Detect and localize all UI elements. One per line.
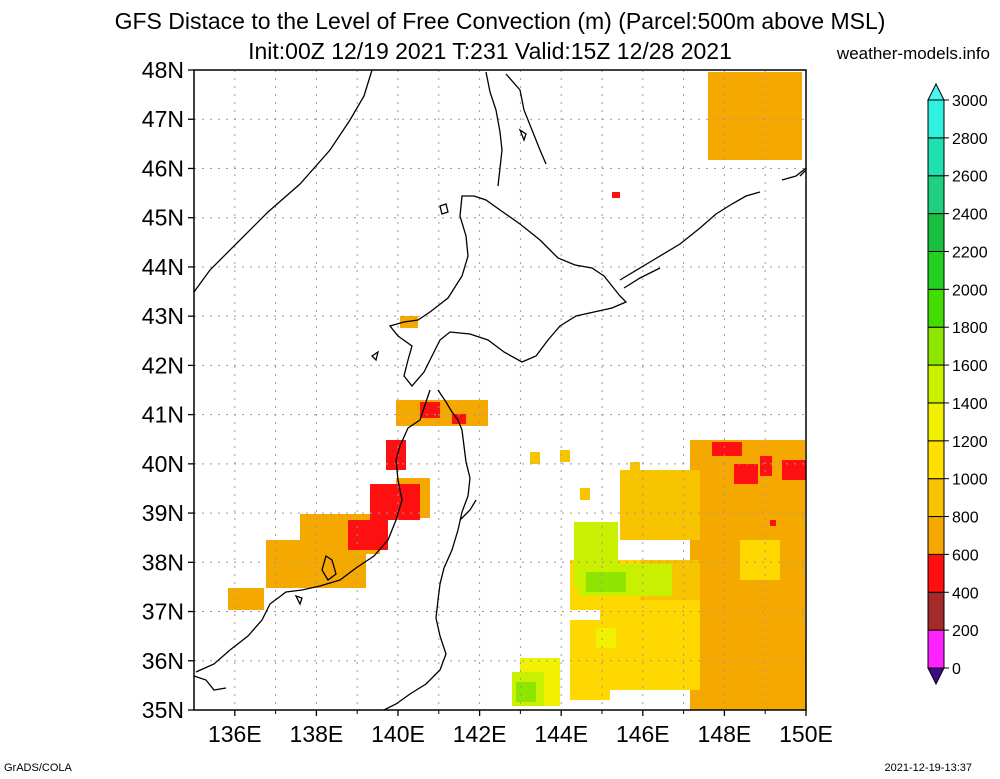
graticule bbox=[188, 69, 807, 716]
colorbar-segment bbox=[927, 137, 945, 177]
field-cell bbox=[620, 470, 700, 540]
colorbar: 0 200 400 600 800 1000 1200 1400 1600 1800 2000 220… bbox=[927, 82, 988, 686]
field-cell bbox=[708, 72, 802, 160]
colorbar-segment bbox=[927, 288, 945, 328]
lat-label: 39N bbox=[142, 500, 184, 526]
field-cell bbox=[348, 520, 388, 550]
chart-subtitle: Init:00Z 12/19 2021 T:231 Valid:15Z 12/2… bbox=[248, 38, 732, 64]
lon-label: 144E bbox=[534, 721, 588, 747]
field-cell bbox=[580, 488, 590, 500]
lat-label: 41N bbox=[142, 402, 184, 428]
lat-label: 37N bbox=[142, 599, 184, 625]
colorbar-segment bbox=[927, 440, 945, 480]
colorbar-label: 0 bbox=[952, 661, 961, 678]
chart-title: GFS Distace to the Level of Free Convect… bbox=[114, 8, 886, 34]
colorbar-segment bbox=[927, 629, 945, 669]
lat-label: 38N bbox=[142, 549, 184, 575]
field-cell bbox=[760, 456, 772, 476]
lat-label: 47N bbox=[142, 106, 184, 132]
colorbar-arrow-top bbox=[927, 82, 945, 101]
lon-label: 140E bbox=[371, 721, 425, 747]
colorbar-label: 600 bbox=[952, 547, 979, 564]
colorbar-segment bbox=[927, 99, 945, 139]
colorbar-segment bbox=[927, 175, 945, 215]
colorbar-label: 800 bbox=[952, 510, 979, 527]
field-cell bbox=[782, 460, 806, 480]
colorbar-segment bbox=[927, 478, 945, 518]
lon-label: 146E bbox=[616, 721, 670, 747]
colorbar-label: 1600 bbox=[952, 358, 988, 375]
colorbar-segment bbox=[927, 213, 945, 252]
field-cell bbox=[740, 540, 780, 580]
field-cell bbox=[596, 628, 616, 648]
field-cell bbox=[760, 640, 806, 710]
colorbar-segment bbox=[927, 591, 945, 631]
lat-label: 44N bbox=[142, 254, 184, 280]
lat-label: 46N bbox=[142, 155, 184, 181]
map-frame bbox=[193, 69, 807, 711]
field-cell bbox=[770, 520, 776, 526]
site-credit: weather-models.info bbox=[836, 44, 990, 63]
colorbar-label: 1800 bbox=[952, 320, 988, 337]
field-cell bbox=[386, 440, 406, 470]
field-cell bbox=[712, 442, 742, 456]
colorbar-label: 2000 bbox=[952, 282, 988, 299]
colorbar-label: 400 bbox=[952, 585, 979, 602]
lon-label: 148E bbox=[698, 721, 752, 747]
axis-labels: 35N 36N 37N 38N 39N 40N 41N 42N 43N 44N 45N 46N 47N 4… bbox=[142, 57, 833, 747]
field-cell bbox=[530, 452, 540, 464]
footer-timestamp: 2021-12-19-13:37 bbox=[884, 762, 972, 774]
field-cell bbox=[630, 462, 640, 474]
lat-label: 42N bbox=[142, 352, 184, 378]
lon-label: 150E bbox=[779, 721, 833, 747]
colorbar-segment bbox=[927, 364, 945, 404]
colorbar-segment bbox=[927, 402, 945, 442]
colorbar-label: 200 bbox=[952, 623, 979, 640]
colorbar-segment bbox=[927, 326, 945, 366]
colorbar-segment bbox=[927, 516, 945, 555]
field-cell bbox=[228, 588, 264, 610]
lat-label: 48N bbox=[142, 57, 184, 83]
footer-credit: GrADS/COLA bbox=[4, 762, 72, 774]
colorbar-label: 2400 bbox=[952, 207, 988, 224]
field-cell bbox=[560, 450, 570, 462]
field-cell bbox=[452, 414, 466, 424]
colorbar-label: 1400 bbox=[952, 396, 988, 413]
lat-label: 40N bbox=[142, 451, 184, 477]
colorbar-arrow-bottom bbox=[927, 667, 945, 686]
lon-label: 138E bbox=[290, 721, 344, 747]
coastline bbox=[194, 70, 806, 710]
lon-label: 136E bbox=[208, 721, 262, 747]
convection-field bbox=[228, 72, 806, 710]
colorbar-label: 2200 bbox=[952, 244, 988, 261]
colorbar-label: 2600 bbox=[952, 169, 988, 186]
colorbar-label: 2800 bbox=[952, 131, 988, 148]
field-cell bbox=[396, 400, 488, 426]
colorbar-label: 1000 bbox=[952, 472, 988, 489]
colorbar-segment bbox=[927, 250, 945, 290]
lat-label: 35N bbox=[142, 697, 184, 723]
field-cell bbox=[734, 464, 758, 484]
field-cell bbox=[400, 316, 418, 328]
field-cell bbox=[516, 682, 536, 702]
colorbar-label: 3000 bbox=[952, 93, 988, 110]
colorbar-label: 1200 bbox=[952, 434, 988, 451]
lat-label: 45N bbox=[142, 205, 184, 231]
field-cell bbox=[370, 484, 420, 520]
lon-label: 142E bbox=[453, 721, 507, 747]
colorbar-segment bbox=[927, 553, 945, 593]
field-cell bbox=[612, 192, 620, 198]
field-cell bbox=[586, 572, 626, 592]
lat-label: 36N bbox=[142, 648, 184, 674]
lat-label: 43N bbox=[142, 303, 184, 329]
